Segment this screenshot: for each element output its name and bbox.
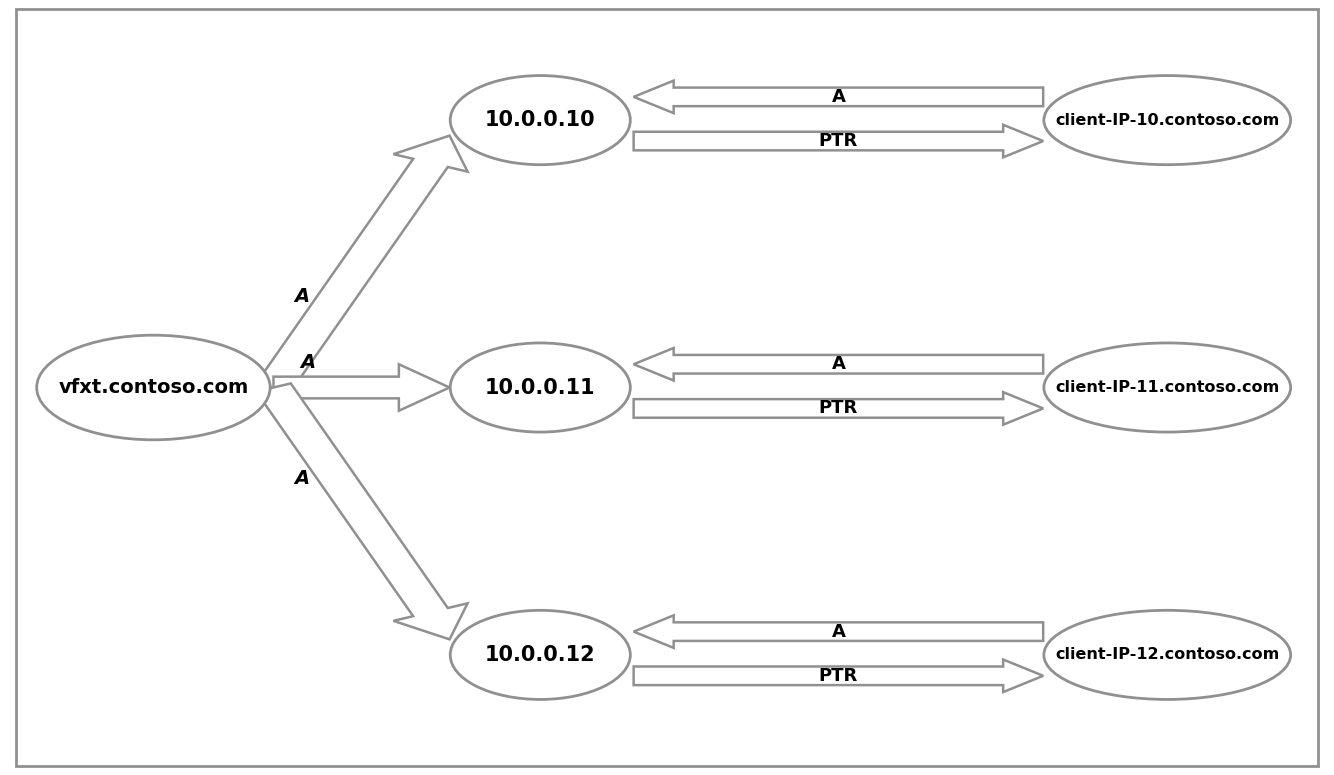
Text: A: A [293,287,309,306]
FancyArrow shape [634,81,1043,113]
Ellipse shape [37,335,269,440]
Text: 10.0.0.11: 10.0.0.11 [486,377,595,398]
FancyArrow shape [634,392,1043,425]
FancyArrow shape [634,125,1043,157]
Ellipse shape [1043,76,1290,165]
Text: A: A [831,88,846,106]
Ellipse shape [1043,611,1290,699]
Text: PTR: PTR [819,399,858,418]
Text: A: A [831,355,846,374]
FancyArrow shape [256,136,467,391]
Text: PTR: PTR [819,132,858,150]
FancyArrow shape [256,384,467,639]
Text: vfxt.contoso.com: vfxt.contoso.com [59,378,248,397]
FancyArrow shape [634,348,1043,381]
Text: PTR: PTR [819,666,858,685]
Text: A: A [300,353,316,372]
FancyArrow shape [634,660,1043,692]
Ellipse shape [450,76,630,165]
Text: 10.0.0.12: 10.0.0.12 [486,645,595,665]
Text: 10.0.0.10: 10.0.0.10 [486,110,595,130]
Text: client-IP-11.contoso.com: client-IP-11.contoso.com [1055,380,1279,395]
Ellipse shape [1043,343,1290,432]
Text: A: A [293,469,309,488]
Ellipse shape [450,611,630,699]
Text: A: A [831,622,846,641]
FancyArrow shape [273,364,450,411]
Text: client-IP-10.contoso.com: client-IP-10.contoso.com [1055,112,1279,128]
Text: client-IP-12.contoso.com: client-IP-12.contoso.com [1055,647,1279,663]
FancyArrow shape [634,615,1043,648]
Ellipse shape [450,343,630,432]
